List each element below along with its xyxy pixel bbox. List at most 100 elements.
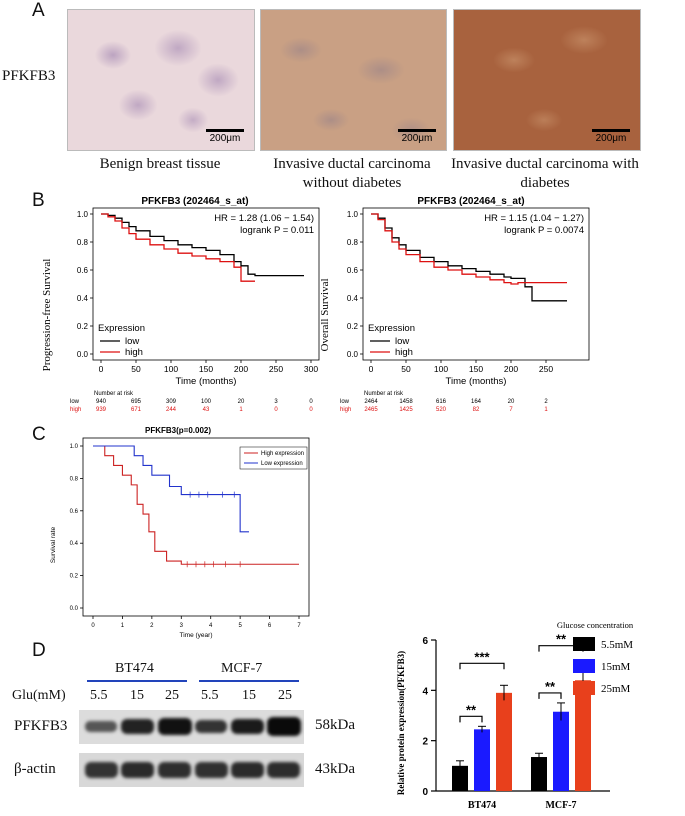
blot-band bbox=[267, 762, 300, 778]
y-tick-label: 0.2 bbox=[347, 322, 359, 331]
legend-label-high: high bbox=[395, 347, 413, 358]
risk-value-low: 3 bbox=[274, 399, 278, 405]
km-plot-os-logrank: logrank P = 0.0074 bbox=[504, 225, 584, 236]
blot-band bbox=[158, 718, 192, 735]
blot-size-58kda: 58kDa bbox=[315, 717, 355, 733]
significance-bracket bbox=[459, 715, 483, 723]
km-curve-low bbox=[101, 213, 304, 277]
x-tick-label: 7 bbox=[297, 623, 301, 629]
bar-MCF-7-5.5mM bbox=[531, 757, 547, 791]
blot-group-label-bt474: BT474 bbox=[115, 661, 154, 676]
x-tick-label: 0 bbox=[99, 364, 104, 374]
scale-bar: 200μm bbox=[592, 129, 630, 144]
risk-value-low: 940 bbox=[96, 399, 107, 405]
risk-value-low: 2 bbox=[544, 399, 548, 405]
significance-label: ** bbox=[556, 632, 567, 647]
group-underline-mcf7 bbox=[199, 680, 299, 682]
km-plot-pfs-title: PFKFB3 (202464_s_at) bbox=[141, 196, 248, 207]
blot-band bbox=[231, 719, 264, 734]
bar-BT474-25mM bbox=[496, 692, 512, 791]
bar-chart-legend-title: Glucose concentration bbox=[557, 620, 634, 630]
curve-high-expression bbox=[93, 445, 299, 565]
km-plot-pfs-ylabel: Progression-free Survival bbox=[41, 259, 53, 372]
km-curve-high bbox=[101, 213, 255, 282]
risk-row-label-high: high bbox=[70, 407, 81, 413]
blot-band bbox=[121, 719, 154, 734]
blot-group-label-mcf7: MCF-7 bbox=[221, 661, 263, 676]
conc-label: 15 bbox=[130, 688, 144, 703]
x-tick-label: 250 bbox=[269, 364, 283, 374]
significance-label: *** bbox=[474, 649, 490, 664]
legend-label-low: low bbox=[395, 336, 409, 347]
significance-label: ** bbox=[545, 679, 556, 694]
km-plot-os-title: PFKFB3 (202464_s_at) bbox=[417, 196, 524, 207]
x-tick-label: 3 bbox=[180, 623, 184, 629]
y-tick-label: 0.8 bbox=[70, 476, 79, 482]
caption-benign: Benign breast tissue bbox=[99, 156, 221, 172]
risk-value-low: 20 bbox=[508, 399, 515, 405]
conc-label: 5.5 bbox=[201, 688, 219, 703]
x-category-label: MCF-7 bbox=[545, 800, 576, 811]
risk-value-high: 939 bbox=[96, 407, 107, 413]
panel-c-survival-plot: PFKFB3(p=0.002) Survival rate 0.0 0.2 0.4 0… bbox=[50, 426, 310, 639]
bar-BT474-15mM bbox=[474, 729, 490, 791]
y-tick-label: 0.8 bbox=[347, 238, 359, 247]
legend-label-25mM: 25mM bbox=[601, 683, 631, 695]
conc-label: 25 bbox=[165, 688, 179, 703]
histology-image-idc-no-diabetes: 200μm bbox=[260, 9, 447, 151]
y-tick-label: 0.4 bbox=[347, 294, 359, 303]
risk-value-low: 164 bbox=[471, 399, 482, 405]
risk-value-high: 2465 bbox=[364, 407, 378, 413]
risk-value-low: 309 bbox=[166, 399, 177, 405]
x-tick-label: 150 bbox=[199, 364, 213, 374]
risk-value-low: 100 bbox=[201, 399, 212, 405]
y-tick-label: 0.6 bbox=[70, 509, 79, 515]
histology-image-idc-diabetes: 200μm bbox=[453, 9, 641, 151]
risk-value-high: 520 bbox=[436, 407, 447, 413]
risk-value-high: 7 bbox=[509, 407, 513, 413]
x-tick-label: 150 bbox=[469, 364, 483, 374]
x-tick-label: 200 bbox=[234, 364, 248, 374]
legend-label-low: low bbox=[125, 336, 139, 347]
y-tick-label: 0.2 bbox=[77, 322, 89, 331]
y-tick-label: 0 bbox=[422, 787, 428, 798]
y-tick-label: 4 bbox=[422, 686, 428, 697]
legend-swatch-5.5mM bbox=[573, 637, 595, 651]
risk-value-high: 244 bbox=[166, 407, 177, 413]
risk-value-low: 20 bbox=[238, 399, 245, 405]
panel-b-km-plots: PFKFB3 (202464_s_at) Progression-free Su… bbox=[41, 196, 590, 387]
group-underline-bt474 bbox=[87, 680, 187, 682]
km-plot-pfs: PFKFB3 (202464_s_at) Progression-free Su… bbox=[41, 196, 320, 387]
km-plot-pfs-xlabel: Time (months) bbox=[176, 376, 237, 387]
y-tick-label: 2 bbox=[422, 737, 428, 748]
risk-value-high: 43 bbox=[203, 407, 210, 413]
x-tick-label: 0 bbox=[91, 623, 95, 629]
x-tick-label: 100 bbox=[164, 364, 178, 374]
y-tick-label: 1.0 bbox=[77, 210, 89, 219]
panel-label-a: A bbox=[32, 0, 45, 21]
x-tick-label: 0 bbox=[369, 364, 374, 374]
x-tick-label: 250 bbox=[539, 364, 553, 374]
risk-value-high: 1425 bbox=[399, 407, 413, 413]
blot-band bbox=[121, 762, 154, 778]
bar-BT474-5.5mM bbox=[452, 765, 468, 791]
significance-bracket bbox=[459, 662, 505, 670]
panel-c-ylabel: Survival rate bbox=[50, 527, 57, 564]
km-plot-pfs-logrank: logrank P = 0.011 bbox=[240, 225, 314, 236]
y-tick-label: 0.6 bbox=[77, 266, 89, 275]
panel-d-bar-chart: Glucose concentration Relative protein e… bbox=[396, 620, 634, 811]
risk-value-high: 1 bbox=[239, 407, 243, 413]
conc-label: 5.5 bbox=[90, 688, 108, 703]
panel-c-frame bbox=[82, 437, 310, 617]
legend-label-high-expression: High expression bbox=[261, 451, 304, 457]
x-tick-label: 2 bbox=[150, 623, 154, 629]
blot-band bbox=[195, 762, 228, 778]
bar-chart-ylabel: Relative protein expression(PFKFB3) bbox=[396, 651, 406, 795]
blot-band bbox=[158, 762, 191, 778]
caption-idc-no-diabetes: Invasive ductal carcinoma without diabet… bbox=[273, 156, 431, 191]
blot-row-label-pfkfb3: PFKFB3 bbox=[14, 718, 68, 734]
glu-label: Glu(mM) bbox=[12, 688, 66, 703]
km-plot-os: PFKFB3 (202464_s_at) Overall Survival 0.… bbox=[319, 196, 590, 387]
x-tick-label: 1 bbox=[121, 623, 125, 629]
y-tick-label: 0.8 bbox=[77, 238, 89, 247]
